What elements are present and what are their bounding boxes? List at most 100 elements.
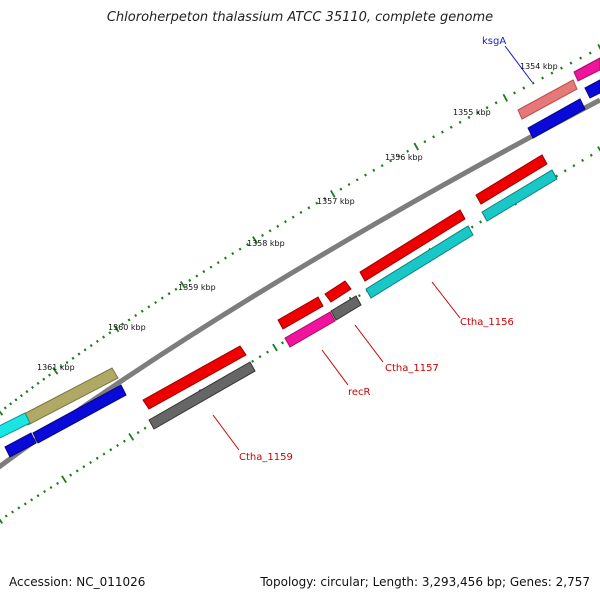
scale-tick xyxy=(52,367,59,375)
scale-tick xyxy=(315,201,319,205)
gene-red-ctha1155[interactable] xyxy=(475,154,548,205)
scale-tick xyxy=(413,142,419,151)
gene-blue-left[interactable] xyxy=(32,384,127,444)
scale-label-1361: 1361 kbp xyxy=(37,363,75,372)
scale-tick xyxy=(82,465,86,469)
gene-blue-ksgA-inner[interactable] xyxy=(527,98,586,139)
scale-tick xyxy=(56,481,60,485)
scale-tick xyxy=(65,360,69,365)
gene-red-ctha1159[interactable] xyxy=(142,345,247,410)
scale-tick xyxy=(572,164,576,168)
gene-red-recR[interactable] xyxy=(277,296,324,330)
scale-tick xyxy=(147,305,151,309)
scale-tick xyxy=(36,494,40,498)
scale-tick xyxy=(43,490,47,494)
gene-gray-ctha1159[interactable] xyxy=(148,361,256,430)
scale-tick xyxy=(555,174,559,178)
scale-tick xyxy=(95,456,99,460)
scale-tick xyxy=(299,210,303,214)
leader-ctha1157 xyxy=(354,324,384,363)
scale-tick xyxy=(188,278,192,283)
gene-label-recR[interactable]: recR xyxy=(348,387,371,398)
gene-red-ctha1156[interactable] xyxy=(359,209,466,282)
scale-tick xyxy=(357,294,361,298)
scale-tick xyxy=(116,443,120,448)
gene-label-ctha1159[interactable]: Ctha_1159 xyxy=(239,452,293,463)
accession-text: Accession: NC_011026 xyxy=(9,575,146,589)
scale-tick xyxy=(330,189,336,198)
scale-tick xyxy=(251,359,255,363)
scale-tick xyxy=(432,135,436,139)
scale-tick xyxy=(9,402,13,406)
gene-magenta-recR[interactable] xyxy=(284,311,336,348)
scale-tick xyxy=(19,394,24,398)
scale-tick xyxy=(122,439,126,443)
scale-tick xyxy=(75,469,79,473)
scale-tick xyxy=(550,71,554,75)
outer-scale-ticks xyxy=(0,43,600,416)
scale-tick xyxy=(0,518,3,524)
scale-tick xyxy=(522,86,526,90)
scale-tick xyxy=(531,81,535,85)
scale-tick xyxy=(108,331,112,335)
gene-cyan-ctha1156[interactable] xyxy=(365,225,474,299)
gene-blue-left-small[interactable] xyxy=(4,432,37,458)
scale-tick xyxy=(339,187,343,191)
scale-tick xyxy=(113,324,120,333)
scale-tick xyxy=(266,350,269,354)
scale-tick xyxy=(541,76,544,80)
scale-tick xyxy=(223,256,227,260)
scale-tick xyxy=(283,220,287,224)
scale-tick xyxy=(502,93,508,102)
scale-tick xyxy=(140,309,144,313)
scale-tick xyxy=(291,215,295,219)
scale-tick xyxy=(581,158,585,163)
scale-label-1357: 1357 kbp xyxy=(317,197,355,206)
scale-tick xyxy=(59,365,63,369)
scale-tick xyxy=(89,344,93,348)
scale-tick xyxy=(563,169,567,173)
scale-tick xyxy=(216,261,220,265)
scale-tick xyxy=(569,61,573,65)
scale-tick xyxy=(102,335,106,339)
scale-tick xyxy=(276,224,280,228)
scale-tick xyxy=(231,252,235,256)
gene-cyan-ctha1155[interactable] xyxy=(481,169,558,222)
scale-tick xyxy=(4,514,8,518)
scale-tick xyxy=(109,448,113,452)
scale-tick xyxy=(494,101,498,105)
scale-tick xyxy=(268,229,272,233)
scale-tick xyxy=(47,373,52,377)
scale-tick xyxy=(69,473,73,477)
scale-tick xyxy=(560,66,563,70)
scale-tick xyxy=(588,51,592,55)
gene-red-ctha1157[interactable] xyxy=(324,280,352,303)
gene-label-ksgA[interactable]: ksgA xyxy=(482,36,506,47)
scale-tick xyxy=(281,341,284,345)
scale-tick xyxy=(11,510,15,514)
scale-tick xyxy=(364,173,367,177)
scale-label-1354: 1354 kbp xyxy=(520,62,558,71)
scale-tick xyxy=(14,398,18,402)
map-title: Chloroherpeton thalassium ATCC 35110, co… xyxy=(106,10,494,25)
scale-tick xyxy=(449,125,453,129)
gene-blue-top-right-inner[interactable] xyxy=(584,79,600,99)
scale-tick xyxy=(589,153,593,157)
scale-tick xyxy=(323,197,327,201)
gene-gray-ctha1157[interactable] xyxy=(330,295,362,321)
gene-label-ctha1156[interactable]: Ctha_1156 xyxy=(460,317,514,328)
scale-tick xyxy=(476,111,480,115)
scale-tick xyxy=(174,287,178,291)
scale-tick xyxy=(30,385,35,389)
scale-tick xyxy=(127,318,131,322)
gene-label-ctha1157[interactable]: Ctha_1157 xyxy=(385,363,439,374)
gene-cyan-left-top[interactable] xyxy=(0,412,31,439)
scale-tick xyxy=(23,502,27,506)
scale-tick xyxy=(0,410,4,416)
gene-magenta-top-right[interactable] xyxy=(573,57,600,82)
scale-tick xyxy=(372,168,376,172)
gene-pink-ksgA[interactable] xyxy=(517,79,578,120)
scale-tick xyxy=(597,43,600,51)
scale-tick xyxy=(470,225,474,229)
